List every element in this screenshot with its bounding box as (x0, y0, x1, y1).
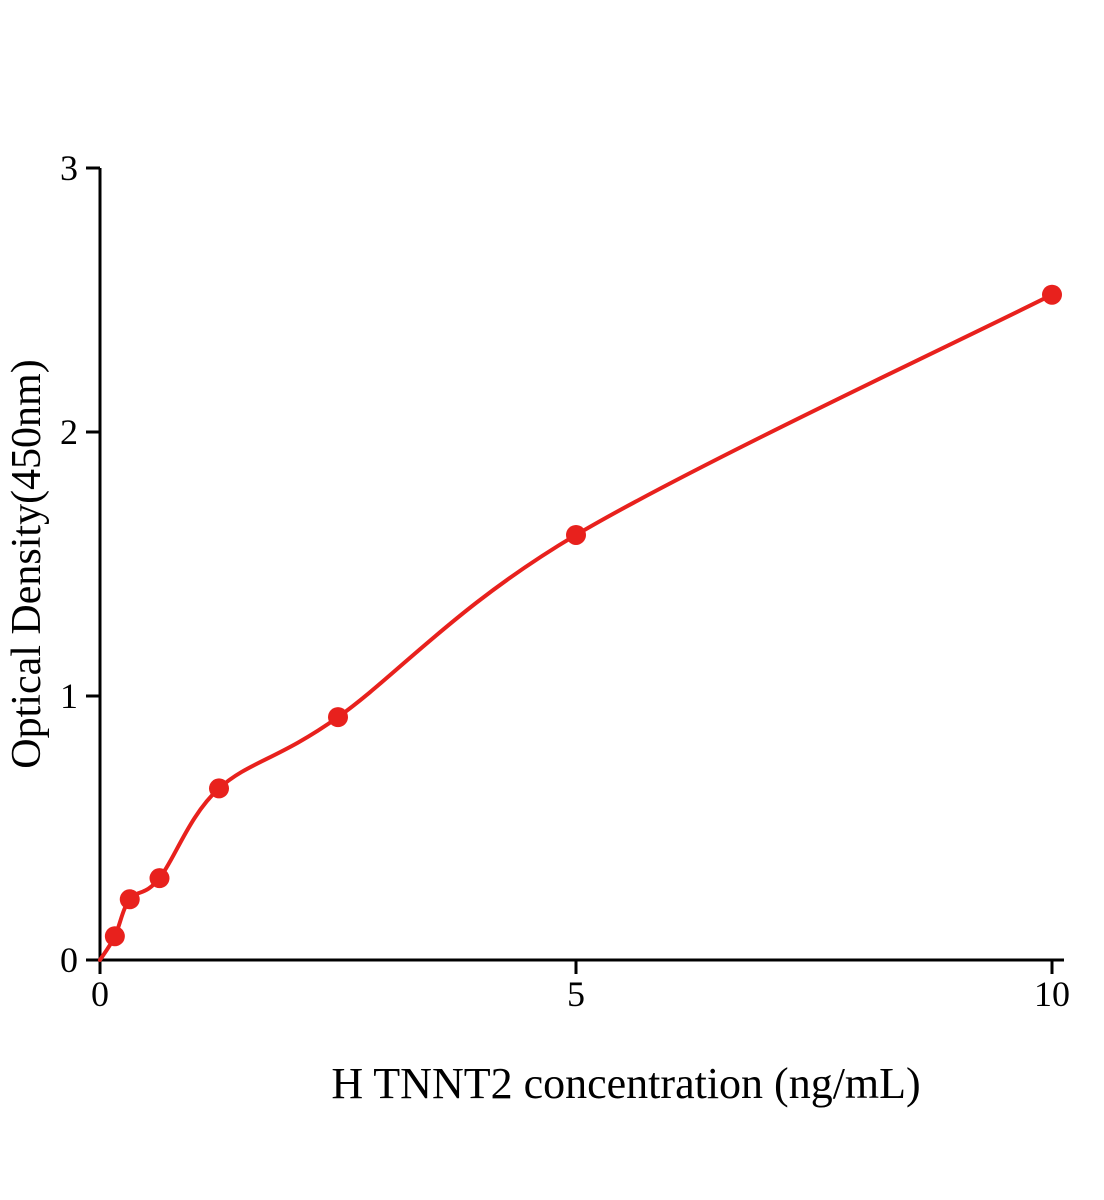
data-point (149, 868, 170, 889)
axis-ticks (86, 166, 1054, 974)
data-point (119, 889, 140, 910)
y-tick-label: 3 (60, 148, 78, 188)
y-axis-title: Optical Density(450nm) (4, 359, 50, 768)
x-tick-label: 10 (1034, 974, 1070, 1014)
data-point (104, 926, 125, 947)
x-tick-label: 0 (91, 974, 109, 1014)
y-tick-label: 1 (60, 676, 78, 716)
data-point (566, 524, 586, 545)
data-point (328, 707, 348, 728)
x-axis-title: H TNNT2 concentration (ng/mL) (331, 1059, 920, 1108)
data-point (209, 778, 229, 799)
data-points (104, 284, 1062, 947)
fit-curve (98, 292, 1054, 962)
y-tick-label: 0 (60, 940, 78, 980)
axis-tick-labels: 0 5 10 0 1 2 3 (60, 148, 1070, 1014)
data-point (1042, 284, 1062, 305)
axes (98, 168, 1064, 962)
y-tick-label: 2 (60, 412, 78, 452)
x-tick-label: 5 (567, 974, 585, 1014)
